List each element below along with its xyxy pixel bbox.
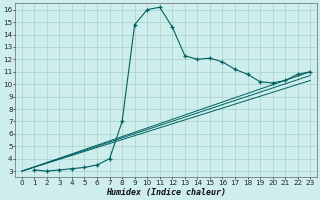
X-axis label: Humidex (Indice chaleur): Humidex (Indice chaleur) bbox=[106, 188, 226, 197]
